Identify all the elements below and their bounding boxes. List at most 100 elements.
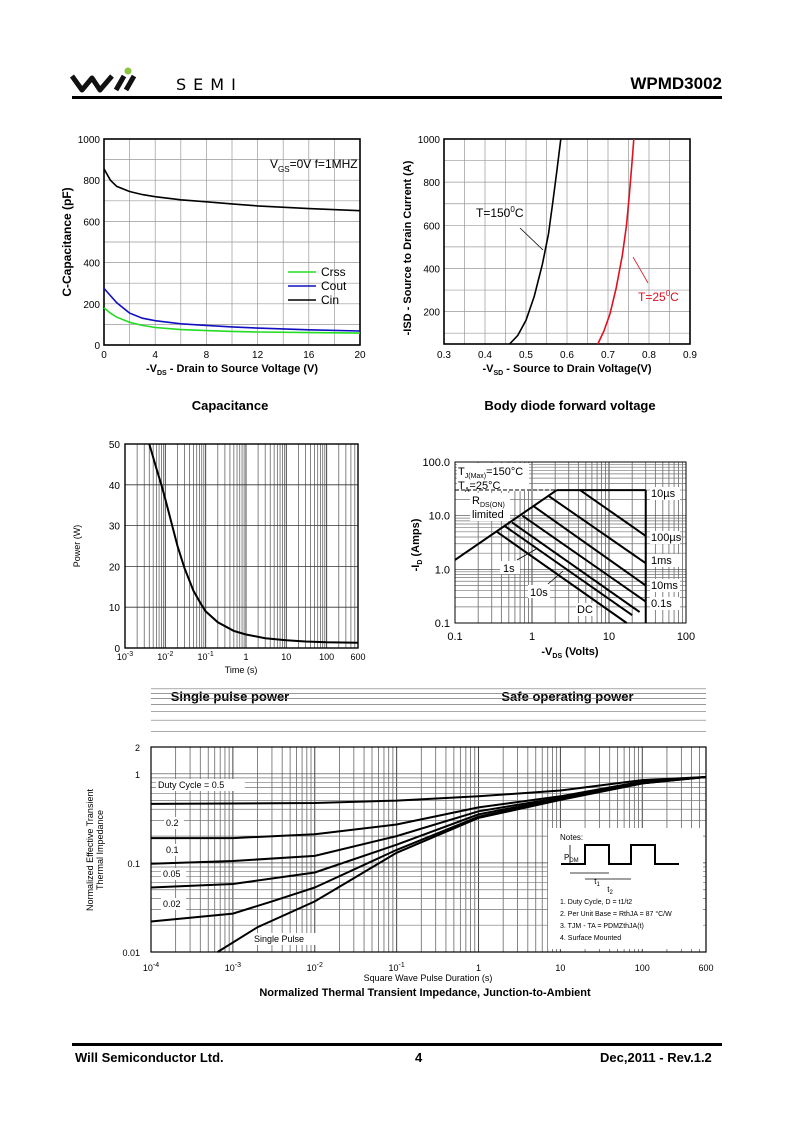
x-tick-label: 20 xyxy=(354,350,366,361)
header-rule xyxy=(72,96,722,99)
logo-w-mark xyxy=(69,74,114,93)
tj-max-annotation: TJ(Max)=150°C xyxy=(458,466,523,480)
x-tick-label: 1 xyxy=(529,631,535,643)
label-bg xyxy=(650,597,680,610)
label-10s: 10s xyxy=(530,587,548,599)
rds-annotation: RDS(ON) xyxy=(472,495,505,509)
y-axis-label: Normalized Effective Transient xyxy=(85,789,95,911)
soa-line-100-s xyxy=(579,489,647,537)
notes-t2: t2 xyxy=(607,885,613,896)
notes-item: 3. TJM - TA = PDMZthJA(t) xyxy=(560,923,644,930)
footer-revision: Dec,2011 - Rev.1.2 xyxy=(600,1050,712,1065)
zth-line-single-pulse xyxy=(217,776,707,953)
arrow-10s xyxy=(547,570,564,585)
y-tick-label: 0.01 xyxy=(122,948,140,958)
label-bg xyxy=(161,898,187,910)
y-tick-label: 10 xyxy=(109,603,121,614)
legend-label-cout: Cout xyxy=(321,279,347,293)
footer-page: 4 xyxy=(415,1050,423,1065)
label-t150: T=1500C xyxy=(476,205,524,220)
soa-line-0-1s xyxy=(521,514,647,603)
y-tick-label: 40 xyxy=(109,481,121,492)
series-line-cin xyxy=(103,168,361,212)
x-axis-label: -VDS - Drain to Source Voltage (V) xyxy=(146,363,318,377)
series-line-single-pulse xyxy=(148,443,359,644)
x-tick-label: 600 xyxy=(350,652,365,662)
soa-label-10s: 10µs xyxy=(651,488,676,500)
x-tick-label: 8 xyxy=(204,350,210,361)
footer-rule xyxy=(72,1043,722,1046)
notes-pdm: PDM xyxy=(564,853,579,864)
x-axis-label: Square Wave Pulse Duration (s) xyxy=(364,973,493,983)
y-tick-label: 1.0 xyxy=(435,564,450,576)
soa-label-01s: 0.1s xyxy=(651,598,672,610)
soa-line-10ms xyxy=(533,505,647,587)
x-tick-label: 10-2 xyxy=(307,962,323,973)
arrow-t150 xyxy=(519,227,544,251)
x-tick-label: 10-1 xyxy=(198,651,214,662)
y-tick-label: 200 xyxy=(423,308,440,319)
notes-box xyxy=(548,828,703,949)
x-tick-label: 10-3 xyxy=(225,962,241,973)
brand-text: SEMI xyxy=(176,75,243,94)
y-tick-label: 800 xyxy=(83,176,100,187)
pulse-waveform xyxy=(561,844,679,865)
safe-operating-caption: Safe operating power xyxy=(501,689,634,704)
x-tick-label: 0.4 xyxy=(478,350,492,361)
x-tick-label: 4 xyxy=(152,350,158,361)
label-bg xyxy=(500,561,520,574)
y-axis-label: C-Capacitance (pF) xyxy=(60,187,74,296)
x-tick-label: 10-2 xyxy=(157,651,173,662)
y-tick-label: 50 xyxy=(109,440,121,451)
label-bg xyxy=(528,585,550,598)
label-bg xyxy=(576,603,596,616)
label-bg xyxy=(164,844,184,856)
x-tick-label: 0.1 xyxy=(447,631,462,643)
y-tick-label: 20 xyxy=(109,562,121,573)
y-tick-label: 30 xyxy=(109,522,121,533)
y-tick-label: 1000 xyxy=(78,135,101,146)
y-tick-label: 0.1 xyxy=(127,859,140,869)
x-tick-label: 0.3 xyxy=(437,350,451,361)
x-tick-label: 10 xyxy=(603,631,615,643)
rds-label-bg xyxy=(470,493,510,521)
x-tick-label: 100 xyxy=(635,963,650,973)
soa-line-dc xyxy=(496,530,628,624)
y-tick-label: 600 xyxy=(423,221,440,232)
y-tick-label: 0 xyxy=(94,341,100,352)
label-bg xyxy=(650,579,680,592)
y-tick-label: 0.1 xyxy=(435,618,450,630)
y-tick-label: 0 xyxy=(114,644,120,655)
arrow-1s xyxy=(516,547,539,561)
rds-limited-annotation: limited xyxy=(472,509,504,521)
single-pulse-caption: Single pulse power xyxy=(170,689,290,704)
notes-item: 4. Surface Mounted xyxy=(560,935,621,942)
logo-dot xyxy=(124,67,132,75)
x-tick-label: 1 xyxy=(476,963,481,973)
y-tick-label: 400 xyxy=(423,264,440,275)
label-dc: DC xyxy=(577,604,593,616)
footer-company: Will Semiconductor Ltd. xyxy=(75,1050,224,1065)
x-tick-label: 10-1 xyxy=(389,962,405,973)
x-tick-label: 0.5 xyxy=(519,350,533,361)
zth-label: 0.02 xyxy=(163,899,181,909)
x-tick-label: 12 xyxy=(252,350,264,361)
series-line-crss xyxy=(103,307,361,334)
label-bg xyxy=(252,933,320,945)
y-axis-label-2: Thermal Impedance xyxy=(95,810,105,890)
arrow-t25 xyxy=(632,256,649,284)
soa-line-10s xyxy=(504,525,633,617)
series-line-cout xyxy=(103,287,361,332)
y-axis-label: -ID (Amps) xyxy=(410,518,424,571)
y-tick-label: 400 xyxy=(83,259,100,270)
x-tick-label: 16 xyxy=(303,350,315,361)
label-bg xyxy=(161,868,187,880)
legend-label-crss: Crss xyxy=(321,265,346,279)
plot-frame xyxy=(454,461,687,624)
notes-title: Notes: xyxy=(560,833,583,842)
y-tick-label: 2 xyxy=(135,743,140,753)
